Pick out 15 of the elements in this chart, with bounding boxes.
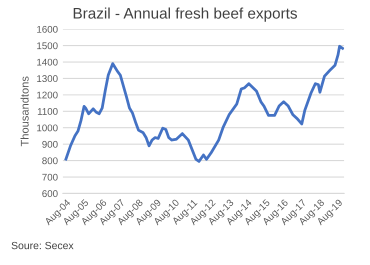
- y-axis-title: Thousandtons: [20, 76, 29, 146]
- text: Soure: Secex: [12, 242, 74, 250]
- y-tick-label: 1400: [37, 58, 58, 66]
- y-tick-label: 1200: [37, 92, 58, 98]
- y-tick-label: 900: [42, 140, 58, 148]
- y-tick-label: 1500: [37, 42, 58, 50]
- y-tick-label: 1600: [37, 26, 58, 33]
- chart-title: Brazil - Annual fresh beef exports: [74, 7, 297, 22]
- y-tick-label: 800: [42, 157, 58, 164]
- y-tick-label: 1100: [38, 108, 58, 115]
- y-tick-label: 1300: [37, 75, 58, 82]
- line-series: [64, 44, 344, 163]
- y-tick-label: 1000: [37, 124, 58, 132]
- y-tick-label: 600: [42, 190, 58, 198]
- y-tick-label: 700: [42, 174, 58, 181]
